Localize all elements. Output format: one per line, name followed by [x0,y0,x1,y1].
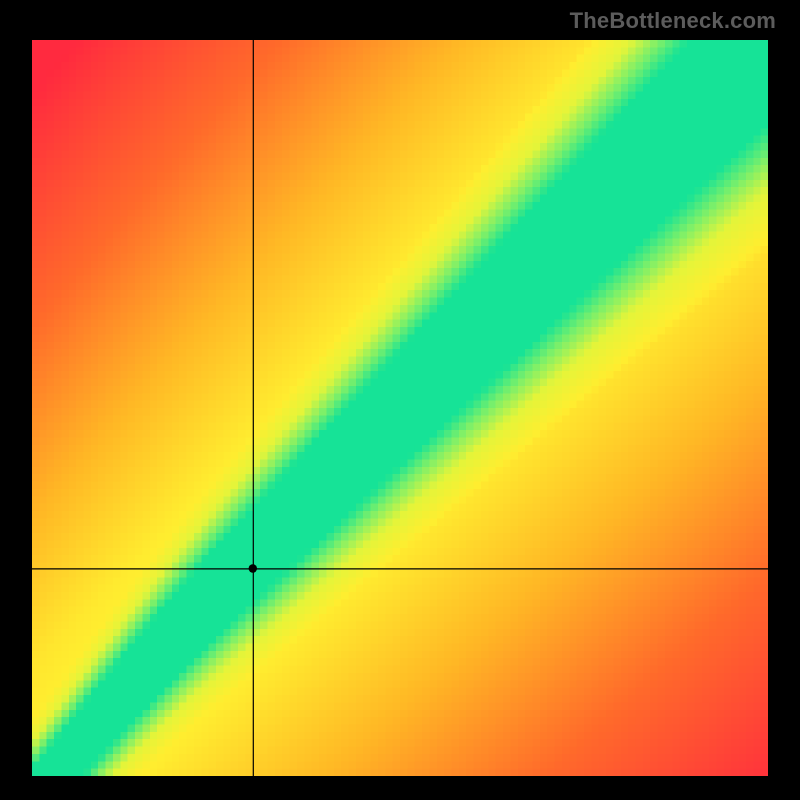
page-root: TheBottleneck.com [0,0,800,800]
plot-container [32,40,768,776]
crosshair-overlay [32,40,768,776]
watermark-text: TheBottleneck.com [570,8,776,34]
